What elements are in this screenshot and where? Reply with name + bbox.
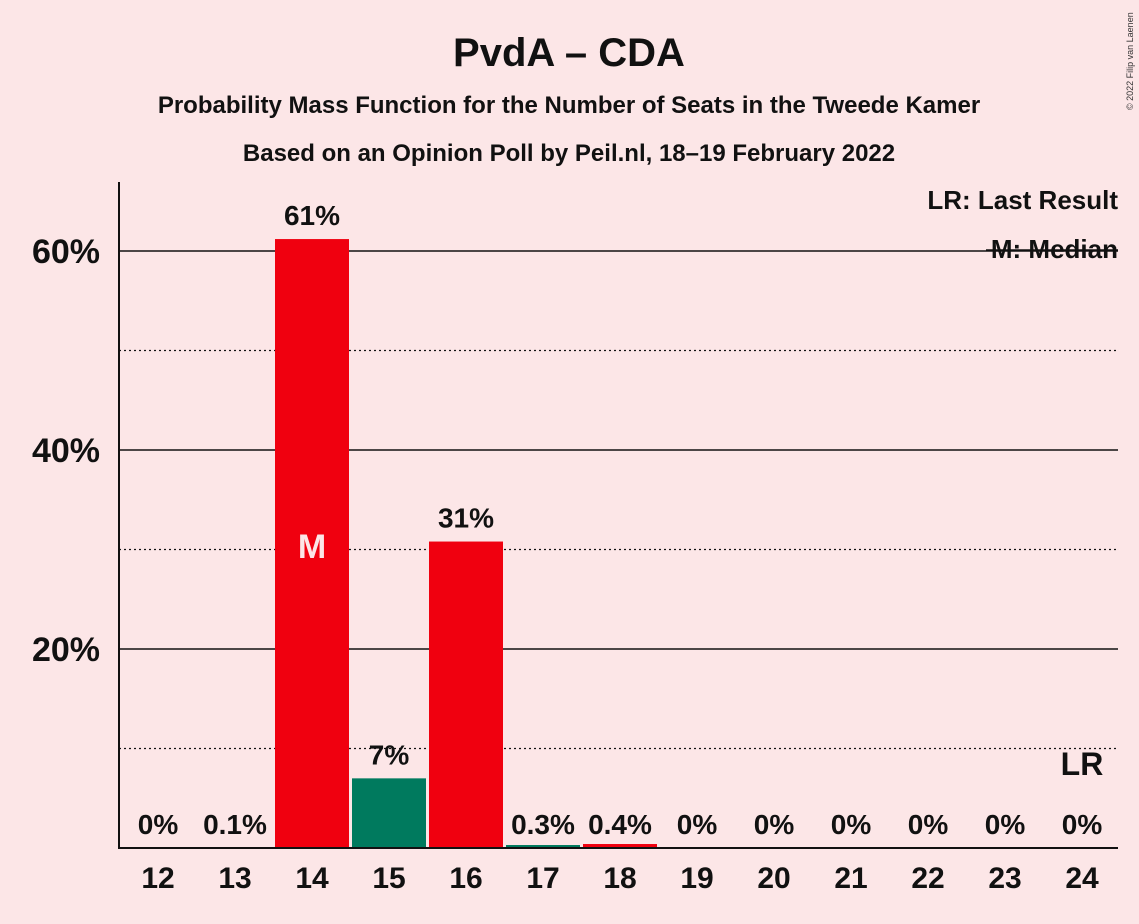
chart-subtitle: Probability Mass Function for the Number… [158,92,980,119]
last-result-marker: LR [1061,746,1104,782]
x-tick-label: 18 [603,862,636,895]
x-tick-label: 21 [834,862,867,895]
legend-median: M: Median [991,234,1118,264]
legend-last-result: LR: Last Result [927,185,1118,215]
x-tick-label: 14 [295,862,329,895]
x-tick-label: 16 [449,862,482,895]
data-label: 7% [369,739,410,770]
bar [506,845,580,848]
data-label: 0.1% [203,809,267,840]
copyright-note: © 2022 Filip van Laenen [1125,12,1135,110]
x-tick-label: 19 [680,862,713,895]
data-label: 0% [1062,809,1103,840]
chart-subtitle-poll: Based on an Opinion Poll by Peil.nl, 18–… [243,140,895,167]
data-label: 0% [908,809,949,840]
x-tick-label: 20 [757,862,790,895]
data-label: 0% [831,809,872,840]
x-axis-ticks: 12 13 14 15 16 17 18 19 20 21 22 23 24 [141,862,1099,895]
x-tick-label: 22 [911,862,944,895]
data-label: 31% [438,503,494,534]
data-label: 0.3% [511,809,575,840]
chart-title: PvdA – CDA [453,31,685,75]
x-tick-label: 17 [526,862,559,895]
data-label: 0% [754,809,795,840]
bars [198,239,657,848]
data-label: 0% [138,809,179,840]
data-label: 0% [677,809,718,840]
y-tick-label: 20% [32,631,100,669]
x-tick-label: 24 [1065,862,1099,895]
y-tick-label: 60% [32,233,100,271]
bar [583,844,657,848]
bar [352,778,426,848]
data-labels: 0% 0.1% 61% 7% 31% 0.3% 0.4% 0% 0% 0% 0% 0% 0% M LR [138,200,1104,840]
x-tick-label: 23 [988,862,1021,895]
data-label: 0% [985,809,1026,840]
bar [429,541,503,848]
y-axis-ticks: 20% 40% 60% [32,233,100,669]
bar [275,239,349,848]
median-marker: M [298,528,326,566]
x-tick-label: 12 [141,862,174,895]
gridlines [119,250,1118,750]
x-tick-label: 15 [372,862,405,895]
y-tick-label: 40% [32,432,100,470]
data-label: 0.4% [588,809,652,840]
data-label: 61% [284,200,340,231]
x-tick-label: 13 [218,862,251,895]
